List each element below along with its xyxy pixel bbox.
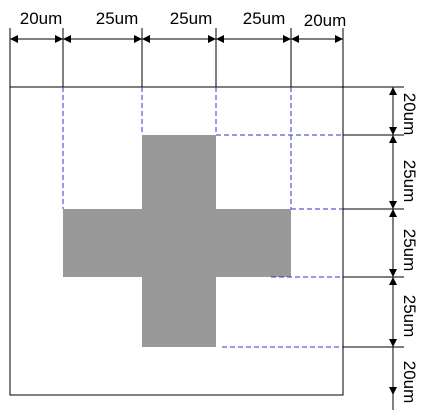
right-label-4: 25um (400, 295, 419, 338)
right-label-1: 20um (400, 93, 419, 136)
outer-square (9, 86, 344, 396)
top-label-4: 25um (243, 9, 286, 28)
cross-shape (63, 135, 291, 347)
top-label-1: 20um (20, 9, 63, 28)
top-label-5: 20um (304, 11, 347, 30)
vertical-guide-lines (62, 87, 292, 209)
right-label-2: 25um (400, 160, 419, 203)
right-label-5: 20um (400, 361, 419, 404)
top-extension-lines (9, 28, 344, 87)
top-labels: 20um 25um 25um 25um 20um (20, 9, 347, 30)
right-extension-lines (343, 86, 404, 348)
right-labels: 20um 25um 25um 25um 20um (400, 93, 419, 404)
top-label-3: 25um (170, 9, 213, 28)
top-label-2: 25um (96, 9, 139, 28)
horizontal-guide-lines (216, 134, 343, 348)
right-label-3: 25um (400, 229, 419, 272)
